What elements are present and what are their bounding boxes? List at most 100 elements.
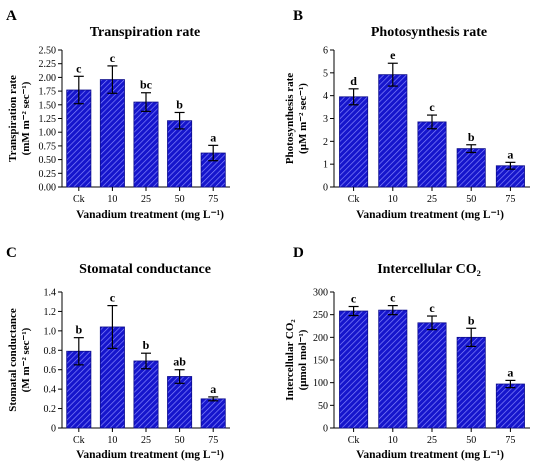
y-tick-label: 6 [323,46,328,57]
x-tick-label: 75 [208,435,218,446]
significance-letter: c [351,292,357,306]
bar [378,74,408,188]
y-tick-label: 5 [323,68,328,79]
significance-letter: a [507,365,513,379]
bar [339,310,369,429]
chart-panel-b: B Photosynthesis rate 0 1 2 3 4 5 6 d Ck e 10 c 25 b 50 a… [284,8,530,221]
y-axis-title: Stomatal conductance (M m⁻² sec⁻¹) [7,308,32,412]
bar [200,398,226,429]
y-axis-title-line: (mM m⁻² sec⁻¹) [20,81,32,155]
x-tick-label: 25 [427,194,437,205]
bar [456,336,486,429]
chart-title: Intercellular CO₂ [377,262,481,277]
y-tick-label: 0 [51,424,56,435]
y-tick-label: 0.8 [44,346,57,357]
x-tick-label: 25 [141,194,151,205]
y-tick-label: 1.00 [39,128,57,139]
bar [167,120,193,188]
panel-letter: A [6,8,17,24]
significance-letter: e [390,48,396,62]
x-axis-title: Vanadium treatment (mg L⁻¹) [76,449,224,461]
x-axis-title: Vanadium treatment (mg L⁻¹) [76,209,224,221]
significance-letter: b [75,323,82,337]
y-tick-label: 100 [313,378,328,389]
bar [133,360,159,429]
significance-letter: c [390,291,396,305]
x-tick-label: 50 [175,435,185,446]
bar [99,79,125,188]
bar [495,383,525,429]
y-axis-title-line: Photosynthesis rate [284,73,296,164]
y-tick-label: 0.75 [39,141,57,152]
y-tick-label: 2.50 [39,46,57,57]
y-tick-label: 150 [313,356,328,367]
x-tick-label: Ck [348,435,360,446]
x-tick-label: 10 [107,194,117,205]
significance-letter: a [210,130,216,144]
x-tick-label: 75 [505,435,515,446]
chart-panel-c: C Stomatal conductance 0 0.2 0.4 0.6 0.8 1.0 1.2… [6,245,230,461]
x-tick-label: 75 [208,194,218,205]
x-tick-label: Ck [73,194,85,205]
y-axis-title-line: (μM m⁻² sec⁻¹) [297,83,309,154]
significance-letter: c [429,100,435,114]
significance-letter: b [143,338,150,352]
y-tick-label: 4 [323,91,328,102]
x-axis-title: Vanadium treatment (mg L⁻¹) [356,209,504,221]
significance-letter: c [76,61,82,75]
x-tick-label: 50 [466,435,476,446]
x-tick-label: 75 [505,194,515,205]
significance-letter: c [110,291,116,305]
x-tick-label: 25 [427,435,437,446]
significance-letter: c [110,51,116,65]
y-tick-label: 0 [323,424,328,435]
panel-letter: B [293,8,303,24]
bar [417,322,447,429]
x-axis-title: Vanadium treatment (mg L⁻¹) [356,449,504,461]
y-tick-label: 1.4 [44,288,57,299]
x-tick-label: 50 [466,194,476,205]
x-tick-label: 50 [175,194,185,205]
chart-panel-d: D Intercellular CO₂ 0 50 100 150 200 250 300 c Ck c… [284,245,530,461]
chart-title: Stomatal conductance [79,262,211,277]
bar [339,96,369,188]
panel-letter: C [6,245,17,261]
y-axis-title: Photosynthesis rate (μM m⁻² sec⁻¹) [284,73,309,164]
y-axis-title-line: Stomatal conductance [7,308,19,412]
significance-letter: c [429,301,435,315]
chart-title: Transpiration rate [90,25,201,40]
y-tick-label: 200 [313,333,328,344]
bar [133,101,159,188]
y-axis-title: Intercellular CO₂ (μmol mol⁻¹) [284,319,309,401]
y-tick-label: 50 [318,401,328,412]
significance-letter: a [507,147,513,161]
y-tick-label: 1.75 [39,87,57,98]
x-tick-label: 10 [107,435,117,446]
bar [417,121,447,188]
y-tick-label: 0 [323,183,328,194]
y-tick-label: 2 [323,137,328,148]
y-tick-label: 2.00 [39,73,57,84]
y-axis-title-line: Transpiration rate [7,75,19,162]
y-axis-title: Transpiration rate (mM m⁻² sec⁻¹) [7,75,32,162]
y-tick-label: 1.25 [39,114,57,125]
y-axis-title-line: Intercellular CO₂ [284,319,296,401]
y-axis-title-line: (M m⁻² sec⁻¹) [20,327,32,392]
x-tick-label: 10 [388,435,398,446]
x-tick-label: 10 [388,194,398,205]
significance-letter: b [468,313,475,327]
x-tick-label: Ck [348,194,360,205]
significance-letter: b [176,97,183,111]
y-tick-label: 250 [313,310,328,321]
significance-letter: a [210,382,216,396]
y-tick-label: 1.2 [44,307,57,318]
significance-letter: ab [173,355,186,369]
y-axis-title-line: (μmol mol⁻¹) [297,329,309,390]
bar [378,309,408,429]
y-tick-label: 1.0 [44,326,57,337]
y-tick-label: 0.4 [44,385,57,396]
chart-title: Photosynthesis rate [371,25,487,40]
y-tick-label: 300 [313,288,328,299]
y-tick-label: 0.25 [39,169,57,180]
